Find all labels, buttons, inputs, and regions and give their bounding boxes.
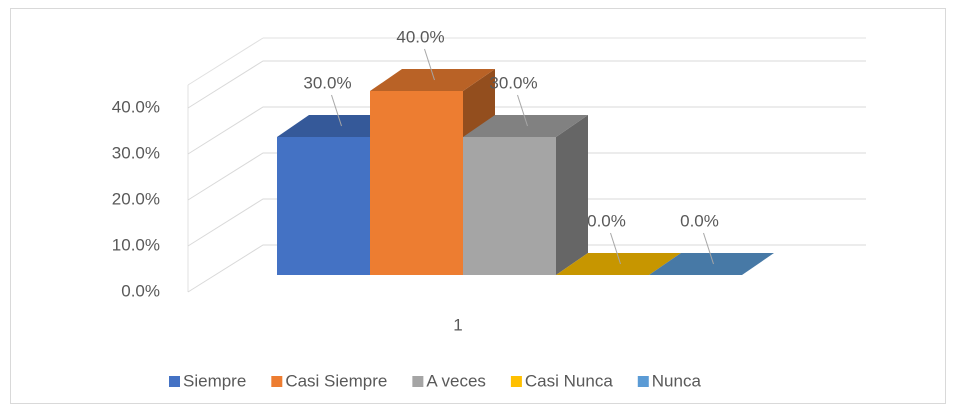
bar <box>463 137 556 275</box>
legend-label: Nunca <box>652 371 702 390</box>
bar-top <box>370 69 495 91</box>
legend-label: Casi Siempre <box>285 371 387 390</box>
leader-line <box>703 232 714 265</box>
data-label: 30.0% <box>303 73 351 92</box>
grid-line <box>187 106 866 155</box>
leader-line <box>610 232 621 265</box>
y-tick-label: 30.0% <box>112 143 160 162</box>
grid-line <box>187 244 866 293</box>
bar-top <box>463 115 588 137</box>
x-tick-label: 1 <box>453 315 462 334</box>
wall-edge <box>187 37 264 86</box>
leader-line <box>424 48 435 81</box>
grid-line <box>187 152 866 201</box>
data-label: 0.0% <box>587 211 626 230</box>
legend-swatch <box>271 376 283 387</box>
bar-side <box>556 115 588 275</box>
legend-swatch <box>169 376 180 387</box>
y-tick-label: 20.0% <box>112 189 160 208</box>
y-tick-label: 0.0% <box>121 281 160 300</box>
data-label: 40.0% <box>396 27 444 46</box>
legend-label: Siempre <box>183 371 246 390</box>
bar-top <box>649 253 774 275</box>
y-tick-label: 40.0% <box>112 97 160 116</box>
leader-line <box>331 94 342 127</box>
legend-label: A veces <box>426 371 486 390</box>
legend-label: Casi Nunca <box>525 371 613 390</box>
grid-line <box>187 198 866 247</box>
bar <box>370 91 463 275</box>
y-tick-label: 10.0% <box>112 235 160 254</box>
leader-line <box>517 94 528 127</box>
legend-swatch <box>412 376 424 387</box>
data-label: 30.0% <box>489 73 537 92</box>
bar-top <box>556 253 681 275</box>
legend-swatch <box>510 376 522 387</box>
bar <box>277 137 370 275</box>
grid-line <box>187 60 866 109</box>
data-label: 0.0% <box>680 211 719 230</box>
legend-swatch <box>637 376 649 387</box>
